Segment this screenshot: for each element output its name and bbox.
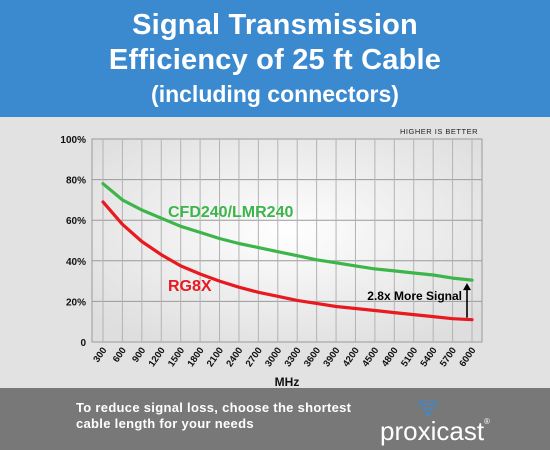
series-line-cfd240-lmr240 <box>101 182 474 282</box>
x-tick-label: 1200 <box>147 345 168 369</box>
footer-bar <box>0 388 550 450</box>
y-tick-label: 40% <box>66 257 86 268</box>
wireless-signal-icon <box>416 400 440 417</box>
x-tick-label: 1800 <box>185 345 206 369</box>
x-tick-label: 4200 <box>341 345 362 369</box>
x-tick-label: 4500 <box>360 345 381 369</box>
series-label-rg8x: RG8X <box>168 278 212 295</box>
proxicast-logo: proxicast® <box>380 400 510 444</box>
chart-subtitle: (including connectors) <box>151 81 399 107</box>
registered-mark: ® <box>484 417 490 426</box>
y-tick-label: 20% <box>66 297 86 308</box>
brand-name: proxicast® <box>380 416 510 446</box>
x-tick-label: 5700 <box>438 345 459 369</box>
brand-text: proxicast <box>380 416 485 446</box>
x-tick-label: 3900 <box>321 345 342 369</box>
x-tick-label: 3000 <box>263 345 284 369</box>
x-tick-label: 900 <box>130 345 148 364</box>
x-tick-label: 1500 <box>166 345 187 369</box>
x-tick-label: 3600 <box>302 345 323 369</box>
x-tick-label: 5100 <box>399 345 420 369</box>
x-tick-label: 600 <box>111 345 129 364</box>
x-tick-label: 2100 <box>205 345 226 369</box>
y-tick-label: 100% <box>60 135 86 146</box>
header-banner: Signal Transmission Efficiency of 25 ft … <box>0 0 550 117</box>
y-tick-label: 80% <box>66 176 86 187</box>
y-tick-label: 60% <box>66 216 86 227</box>
higher-is-better-note: HIGHER IS BETTER <box>400 127 478 136</box>
x-axis-label: MHz <box>275 375 300 389</box>
series-label-cfd240-lmr240: CFD240/LMR240 <box>168 204 293 221</box>
x-tick-label: 5400 <box>418 345 439 369</box>
y-tick-label: 0 <box>80 338 86 349</box>
x-tick-label: 6000 <box>457 345 478 369</box>
x-tick-label: 2400 <box>224 345 245 369</box>
annotation-text: 2.8x More Signal <box>367 289 462 303</box>
series-line-rg8x <box>101 200 474 322</box>
x-tick-label: 4800 <box>380 345 401 369</box>
x-tick-label: 2700 <box>244 345 265 369</box>
annotation-arrow-head <box>463 283 471 291</box>
x-tick-label: 300 <box>91 345 109 364</box>
chart-title-line2: Efficiency of 25 ft Cable <box>108 44 442 76</box>
chart-title-line1: Signal Transmission <box>132 9 418 41</box>
footer-note: To reduce signal loss, choose the shorte… <box>76 400 352 431</box>
x-tick-label: 3300 <box>283 345 304 369</box>
plot-area <box>91 138 483 343</box>
